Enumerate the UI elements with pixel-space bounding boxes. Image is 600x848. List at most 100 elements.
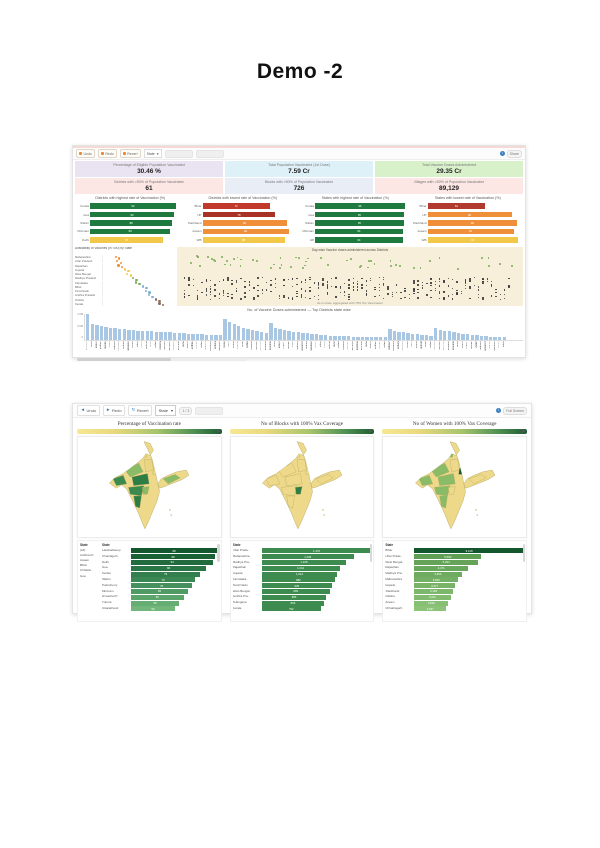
- state-region[interactable]: [438, 495, 448, 509]
- bottom-bar[interactable]: [150, 331, 154, 340]
- state-region[interactable]: [265, 475, 280, 486]
- bottom-bar[interactable]: [250, 330, 255, 340]
- bar[interactable]: 88: [202, 237, 285, 243]
- bottom-bar[interactable]: [392, 330, 397, 340]
- info-icon[interactable]: i: [496, 408, 502, 413]
- bottom-bar[interactable]: [374, 337, 378, 340]
- bottom-bar[interactable]: [383, 337, 387, 340]
- state-region[interactable]: [143, 459, 154, 473]
- toolbar-button-redo[interactable]: Redo: [97, 149, 117, 158]
- state-bar[interactable]: 792: [261, 606, 321, 612]
- filter-item[interactable]: Chhattis..: [80, 568, 93, 573]
- bar[interactable]: 78: [90, 237, 163, 243]
- bottom-bar[interactable]: [269, 322, 273, 340]
- state-region[interactable]: [133, 495, 142, 509]
- bottom-bar[interactable]: [456, 332, 461, 340]
- bottom-bar[interactable]: [214, 335, 218, 340]
- state-region[interactable]: [433, 485, 450, 497]
- state-bar[interactable]: 909: [261, 588, 330, 594]
- bottom-bar[interactable]: [401, 332, 406, 340]
- bottom-bar[interactable]: [346, 336, 351, 340]
- state-bar[interactable]: 9,128: [414, 548, 525, 554]
- bottom-bar[interactable]: [488, 336, 493, 340]
- dot[interactable]: [148, 291, 151, 294]
- bar[interactable]: 90: [90, 211, 175, 218]
- bottom-bar[interactable]: [90, 323, 94, 340]
- bottom-bar[interactable]: [443, 330, 447, 340]
- bottom-bar[interactable]: [177, 332, 181, 340]
- bottom-bar[interactable]: [484, 336, 488, 340]
- bar[interactable]: 62: [427, 203, 486, 209]
- bottom-bar[interactable]: [131, 330, 136, 340]
- bottom-bar[interactable]: [333, 335, 337, 340]
- dot[interactable]: [129, 274, 132, 277]
- bottom-bar[interactable]: [360, 336, 365, 340]
- bottom-bar[interactable]: [232, 324, 236, 340]
- state-filter-select[interactable]: State ▾: [155, 405, 177, 416]
- bottom-bar[interactable]: [99, 326, 104, 340]
- dot[interactable]: [135, 278, 138, 281]
- bottom-bar[interactable]: [310, 333, 314, 340]
- dot[interactable]: [147, 293, 150, 297]
- bottom-bar[interactable]: [223, 319, 227, 340]
- dot[interactable]: [126, 272, 129, 276]
- bottom-bar[interactable]: [264, 333, 268, 340]
- bottom-bar[interactable]: [305, 333, 310, 340]
- state-region[interactable]: [430, 462, 449, 478]
- fullscreen-button[interactable]: Full Screen: [503, 406, 527, 415]
- toolbar-button-revert[interactable]: Revert: [119, 149, 141, 158]
- bottom-bar[interactable]: [438, 329, 442, 340]
- bottom-bar[interactable]: [287, 330, 291, 340]
- bottom-bar[interactable]: [365, 336, 369, 340]
- bottom-bar[interactable]: [241, 327, 246, 340]
- india-map-svg[interactable]: [106, 439, 192, 534]
- state-bar[interactable]: 98: [131, 548, 217, 554]
- bar[interactable]: 94: [315, 237, 403, 243]
- india-choropleth-map[interactable]: [77, 435, 222, 538]
- state-region[interactable]: [418, 475, 433, 486]
- bottom-bar[interactable]: [319, 334, 323, 340]
- bottom-bar[interactable]: [282, 330, 287, 340]
- bottom-bar[interactable]: [493, 336, 497, 340]
- bottom-bar[interactable]: [255, 331, 259, 340]
- state-bar[interactable]: 3,011: [414, 594, 451, 600]
- dot[interactable]: [115, 259, 119, 263]
- dot[interactable]: [154, 298, 158, 301]
- bottom-bar[interactable]: [433, 327, 438, 340]
- state-bar[interactable]: 55: [131, 600, 180, 606]
- vertical-scrollbar[interactable]: [217, 543, 220, 562]
- state-region[interactable]: [296, 459, 307, 473]
- bottom-bar[interactable]: [200, 334, 204, 340]
- state-region[interactable]: [142, 486, 150, 495]
- bottom-bar[interactable]: [498, 337, 502, 340]
- bottom-bar[interactable]: [108, 327, 113, 340]
- bottom-bar[interactable]: [424, 335, 429, 340]
- bottom-bar[interactable]: [273, 328, 278, 340]
- filter-item[interactable]: Assam: [80, 558, 90, 563]
- bar[interactable]: 78: [202, 211, 276, 218]
- dot[interactable]: [144, 289, 148, 293]
- bottom-bar[interactable]: [475, 335, 479, 340]
- pager-label[interactable]: 1 / 3: [179, 406, 193, 415]
- state-bar[interactable]: 3,650: [414, 577, 459, 583]
- dot[interactable]: [151, 295, 154, 298]
- bottom-bar[interactable]: [159, 331, 163, 340]
- dot[interactable]: [118, 257, 121, 260]
- state-region[interactable]: [449, 459, 460, 473]
- bar[interactable]: 96: [427, 220, 518, 226]
- vertical-scrollbar[interactable]: [522, 543, 526, 562]
- state-region[interactable]: [281, 485, 298, 497]
- toolbar-button-revert[interactable]: ↻ Revert: [128, 405, 153, 416]
- dot[interactable]: [158, 299, 161, 303]
- state-bar[interactable]: 982: [261, 577, 336, 583]
- bar[interactable]: 90: [427, 211, 512, 218]
- bottom-bar[interactable]: [356, 336, 360, 340]
- bottom-bar[interactable]: [278, 329, 282, 340]
- state-bar[interactable]: 73: [131, 577, 195, 583]
- bottom-bar[interactable]: [328, 335, 333, 340]
- state-bar[interactable]: 3,194: [414, 588, 453, 594]
- bottom-bar[interactable]: [452, 332, 456, 340]
- state-bar[interactable]: 60: [131, 594, 184, 600]
- state-region[interactable]: [437, 473, 455, 486]
- state-bar[interactable]: 65: [131, 588, 188, 594]
